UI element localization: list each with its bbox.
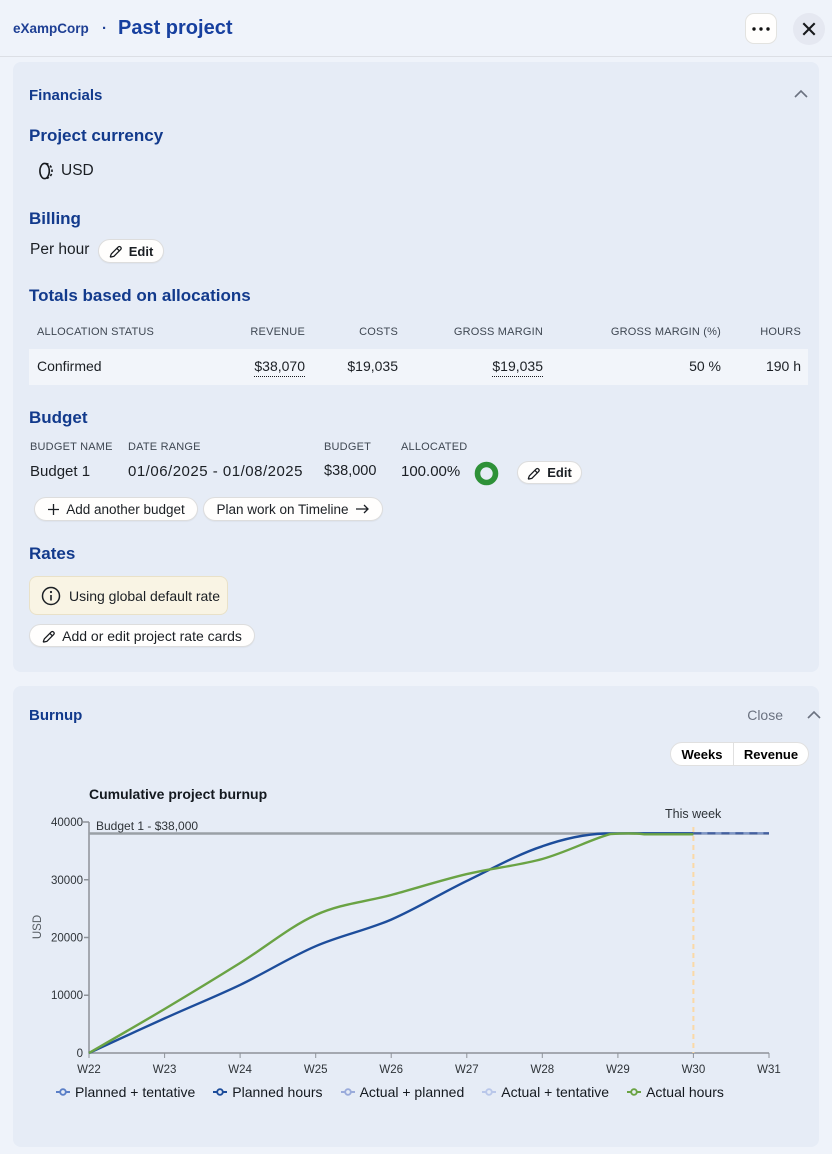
svg-text:20000: 20000 — [51, 933, 83, 945]
svg-text:40000: 40000 — [51, 817, 83, 829]
svg-text:10000: 10000 — [51, 990, 83, 1002]
svg-text:W25: W25 — [304, 1064, 328, 1076]
svg-text:W28: W28 — [530, 1064, 554, 1076]
svg-text:USD: USD — [32, 915, 44, 939]
svg-text:W22: W22 — [77, 1064, 101, 1076]
svg-text:W31: W31 — [757, 1064, 781, 1076]
svg-text:W30: W30 — [682, 1064, 706, 1076]
svg-text:W23: W23 — [153, 1064, 177, 1076]
svg-text:W29: W29 — [606, 1064, 630, 1076]
svg-text:W27: W27 — [455, 1064, 479, 1076]
svg-text:0: 0 — [77, 1048, 83, 1060]
svg-text:30000: 30000 — [51, 875, 83, 887]
svg-text:Budget 1 - $38,000: Budget 1 - $38,000 — [96, 819, 198, 833]
svg-text:This week: This week — [665, 807, 722, 821]
svg-text:W24: W24 — [228, 1064, 252, 1076]
svg-text:W26: W26 — [379, 1064, 403, 1076]
